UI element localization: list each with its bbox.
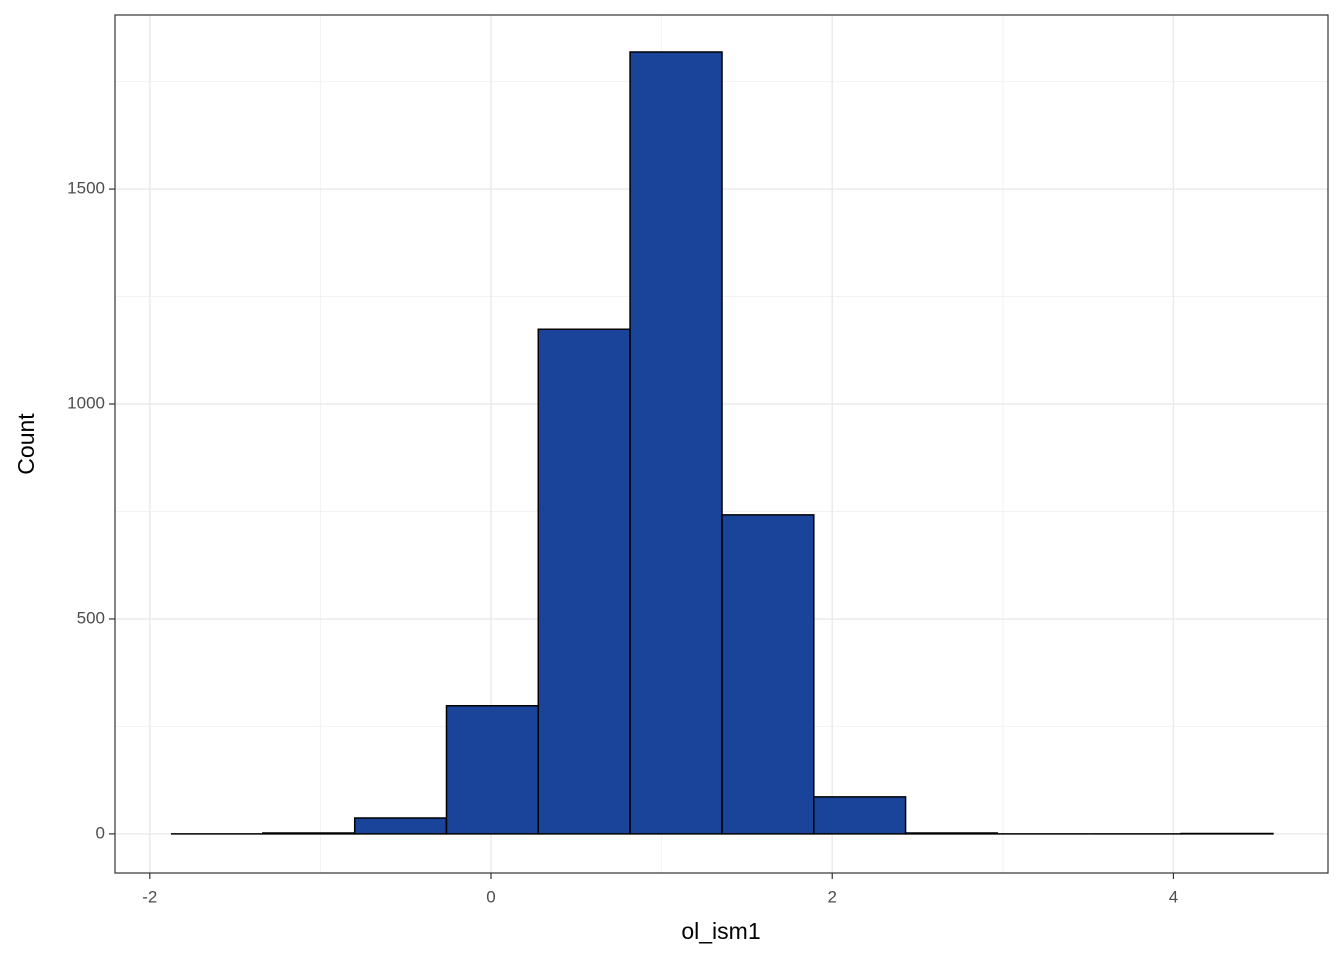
y-tick-label: 1000 [67,394,105,413]
bar [721,514,815,835]
bar [537,328,631,835]
y-tick-label: 0 [96,823,105,842]
x-tick-label: -2 [142,887,157,906]
bar [629,51,723,835]
x-tick-label: 4 [1169,887,1178,906]
y-axis-title: Count [13,413,39,475]
bar [445,705,540,835]
bar [353,817,448,835]
bar [904,832,999,835]
bar [261,832,356,835]
panel-border [114,14,1329,874]
x-tick-label: 0 [486,887,495,906]
x-axis-title: ol_ism1 [681,918,760,944]
x-tick-label: 2 [827,887,836,906]
y-tick-label: 1500 [67,179,105,198]
bar [813,796,907,835]
y-tick-label: 500 [77,608,105,627]
